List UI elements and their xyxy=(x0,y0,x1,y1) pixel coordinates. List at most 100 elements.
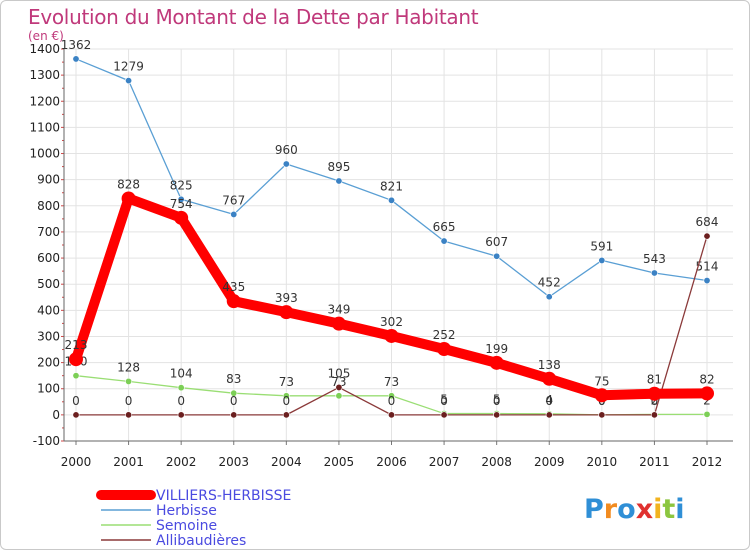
data-label: 73 xyxy=(331,375,346,389)
proxiti-logo: Proxiti xyxy=(584,494,685,525)
y-tick-label: 0 xyxy=(52,408,60,422)
x-tick-label: 2011 xyxy=(639,455,670,469)
y-tick-label: 800 xyxy=(37,199,60,213)
data-point xyxy=(121,191,136,206)
data-point xyxy=(72,55,80,63)
x-tick-label: 2012 xyxy=(692,455,723,469)
data-point xyxy=(279,305,294,320)
data-label: 452 xyxy=(538,276,561,290)
y-tick-label: 1400 xyxy=(29,42,60,56)
x-tick-label: 2009 xyxy=(534,455,565,469)
y-tick-label: 300 xyxy=(37,329,60,343)
data-point xyxy=(489,355,504,370)
logo-letter: i xyxy=(653,494,662,525)
data-point xyxy=(650,269,658,277)
legend-label: Allibaudières xyxy=(156,533,246,549)
x-tick-label: 2001 xyxy=(113,455,144,469)
data-point xyxy=(440,237,448,245)
data-label: 199 xyxy=(485,342,508,356)
data-label: 213 xyxy=(65,338,88,352)
data-label: 4 xyxy=(545,393,553,407)
x-tick-label: 2004 xyxy=(271,455,302,469)
chart-subtitle: (en €) xyxy=(28,29,64,43)
data-point xyxy=(437,342,452,357)
data-label: 349 xyxy=(327,303,350,317)
data-label: 128 xyxy=(117,360,140,374)
data-label: 514 xyxy=(696,260,719,274)
data-label: 1279 xyxy=(113,60,144,74)
x-tick-label: 2000 xyxy=(61,455,92,469)
data-point xyxy=(174,210,189,225)
data-label: 393 xyxy=(275,291,298,305)
logo-letter: t xyxy=(662,494,675,525)
data-point xyxy=(335,392,343,400)
logo-letter: x xyxy=(636,494,653,525)
y-tick-label: 1300 xyxy=(29,68,60,82)
data-label: 0 xyxy=(177,394,185,408)
data-point xyxy=(387,411,395,419)
logo-letter: r xyxy=(604,494,618,525)
data-label: 0 xyxy=(440,394,448,408)
data-point xyxy=(282,160,290,168)
data-label: 821 xyxy=(380,179,403,193)
y-tick-label: 400 xyxy=(37,303,60,317)
legend-label: Herbisse xyxy=(156,503,217,519)
y-tick-label: 1200 xyxy=(29,94,60,108)
data-point xyxy=(387,196,395,204)
data-point xyxy=(177,411,185,419)
data-point xyxy=(230,411,238,419)
data-label: 767 xyxy=(222,193,245,207)
data-label: 138 xyxy=(538,358,561,372)
data-label: 591 xyxy=(590,239,613,253)
data-point xyxy=(331,316,346,331)
y-tick-label: 700 xyxy=(37,225,60,239)
data-label: 83 xyxy=(226,372,241,386)
x-tick-label: 2008 xyxy=(481,455,512,469)
data-point xyxy=(125,377,133,385)
data-point xyxy=(282,411,290,419)
data-point xyxy=(384,328,399,343)
data-point xyxy=(69,352,83,367)
data-point xyxy=(703,232,711,240)
y-tick-label: 100 xyxy=(37,382,60,396)
data-point xyxy=(335,177,343,185)
data-label: 5 xyxy=(440,393,448,407)
x-tick-label: 2007 xyxy=(429,455,460,469)
data-point xyxy=(598,411,606,419)
data-label: 435 xyxy=(222,280,245,294)
data-point xyxy=(700,386,714,401)
y-tick-label: 500 xyxy=(37,277,60,291)
data-label: 828 xyxy=(117,177,140,191)
data-label: 81 xyxy=(647,373,662,387)
data-label: 252 xyxy=(433,328,456,342)
data-point xyxy=(125,411,133,419)
y-tick-label: -100 xyxy=(33,434,60,448)
data-point xyxy=(545,293,553,301)
data-point xyxy=(493,411,501,419)
plot-area xyxy=(64,49,733,441)
logo-letter: P xyxy=(584,494,604,525)
data-label: 105 xyxy=(327,366,350,380)
y-tick-label: 900 xyxy=(37,173,60,187)
data-label: 0 xyxy=(651,394,659,408)
data-point xyxy=(703,277,711,285)
data-point xyxy=(72,411,80,419)
data-label: 895 xyxy=(327,160,350,174)
data-label: 543 xyxy=(643,252,666,266)
data-label: 0 xyxy=(493,394,501,408)
data-label: 104 xyxy=(170,367,193,381)
legend-label: VILLIERS-HERBISSE xyxy=(156,488,291,504)
legend-label: Semoine xyxy=(156,518,217,534)
data-label: 73 xyxy=(384,375,399,389)
data-label: 0 xyxy=(72,394,80,408)
data-point xyxy=(230,389,238,397)
data-label: 0 xyxy=(545,394,553,408)
data-point xyxy=(177,384,185,392)
data-label: 684 xyxy=(696,215,719,229)
data-point xyxy=(647,386,662,401)
data-point xyxy=(598,256,606,264)
data-point xyxy=(545,411,553,419)
data-point xyxy=(594,388,609,403)
